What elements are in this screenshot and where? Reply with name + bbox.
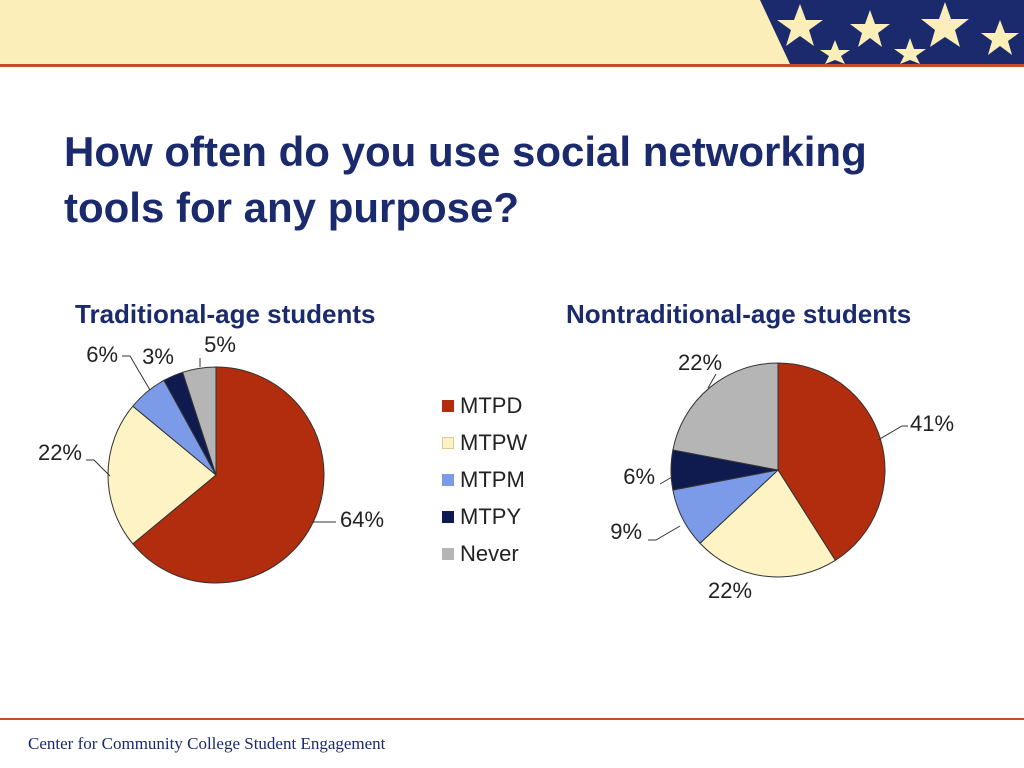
page-title: How often do you use social networking t… <box>64 128 867 231</box>
top-rule <box>0 64 1024 67</box>
chart-title-nontraditional: Nontraditional-age students <box>566 299 912 329</box>
stars-decoration <box>760 0 1024 64</box>
data-label: 22% <box>708 578 752 603</box>
star-icon <box>921 2 969 47</box>
data-label: 3% <box>142 344 174 369</box>
data-label: 9% <box>610 519 642 544</box>
pie-slice-mtpw <box>107 405 217 545</box>
data-label: 41% <box>910 411 954 436</box>
banner-navy-shape <box>760 0 1024 64</box>
leader-line <box>648 525 681 541</box>
star-icon <box>981 20 1019 55</box>
data-label: 6% <box>86 342 118 367</box>
legend-swatch <box>442 436 454 449</box>
star-icon <box>820 40 850 64</box>
chart-title-traditional: Traditional-age students <box>75 299 376 329</box>
top-banner <box>0 0 1024 64</box>
leader-line <box>707 373 717 389</box>
pie-slice-mtpd <box>777 362 886 562</box>
legend-item-mtpy: MTPY <box>442 498 527 535</box>
footer-text: Center for Community College Student Eng… <box>28 734 386 753</box>
data-label: 22% <box>38 440 82 465</box>
pie-slice-never <box>181 366 217 476</box>
star-icon <box>894 38 926 64</box>
legend-swatch <box>442 547 454 560</box>
legend: MTPD MTPW MTPM MTPY Never <box>442 387 527 572</box>
leader-line <box>659 476 673 485</box>
data-label: 64% <box>340 507 384 532</box>
legend-swatch <box>442 399 454 412</box>
star-icon <box>850 10 890 47</box>
leader-line <box>86 459 111 477</box>
legend-label: MTPD <box>460 392 523 418</box>
data-label: 6% <box>623 464 655 489</box>
legend-swatch <box>442 473 454 486</box>
legend-item-mtpd: MTPD <box>442 387 527 424</box>
legend-label: MTPM <box>460 466 525 492</box>
bottom-rule <box>0 718 1024 720</box>
pie-slice-mtpw <box>699 469 837 578</box>
data-label: 22% <box>678 350 722 375</box>
star-icon <box>777 4 823 46</box>
pie-slice-never <box>672 362 779 471</box>
leader-line <box>877 425 908 441</box>
legend-label: MTPY <box>460 503 522 529</box>
star-icons <box>777 2 1019 64</box>
legend-label: Never <box>460 540 519 566</box>
pie-slice-mtpd <box>132 366 325 584</box>
leader-line <box>122 355 151 391</box>
legend-label: MTPW <box>460 429 528 455</box>
legend-item-mtpw: MTPW <box>442 424 527 461</box>
legend-swatch <box>442 510 454 523</box>
data-label: 5% <box>204 332 236 357</box>
legend-item-never: Never <box>442 535 527 572</box>
legend-item-mtpm: MTPM <box>442 461 527 498</box>
